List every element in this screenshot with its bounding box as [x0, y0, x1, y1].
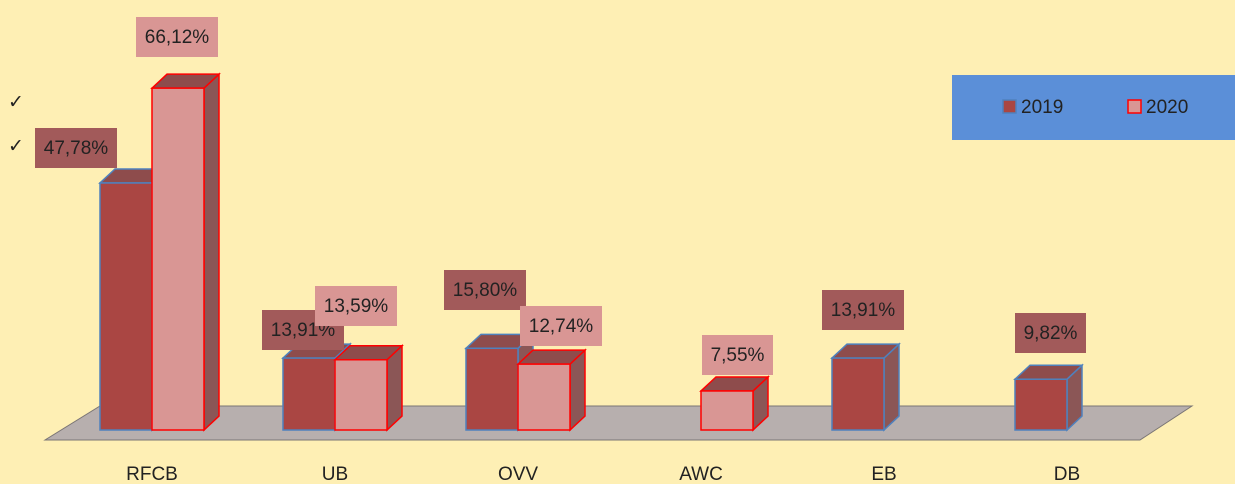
value-label: 7,55%: [711, 345, 765, 366]
bar: [516, 348, 587, 432]
bar: [699, 375, 770, 432]
check-mark: ✓: [8, 92, 24, 113]
bar-front: [517, 363, 571, 431]
bar-side: [203, 72, 220, 432]
bar-front: [831, 357, 885, 431]
bar-front: [700, 390, 754, 431]
legend-label: 2019: [1021, 97, 1063, 118]
value-label-box: [35, 128, 117, 168]
legend-label: 2020: [1146, 97, 1188, 118]
value-label-box: [520, 306, 602, 346]
value-label-box: [1015, 313, 1086, 353]
bar-front: [1014, 378, 1068, 431]
bar: [1013, 363, 1084, 432]
bar: [150, 72, 221, 432]
check-mark: ✓: [8, 136, 24, 157]
value-label-box: [702, 335, 773, 375]
x-tick-label: OVV: [498, 464, 538, 484]
value-label: 47,78%: [44, 138, 109, 159]
x-tick-label: EB: [871, 464, 896, 484]
value-label: 13,59%: [324, 296, 389, 317]
bar-front: [465, 347, 519, 431]
legend-swatch: [1002, 99, 1017, 114]
value-label: 15,80%: [453, 280, 518, 301]
bar-front: [334, 358, 388, 431]
x-tick-label: DB: [1054, 464, 1080, 484]
value-label-box: [822, 290, 904, 330]
bar-front: [99, 182, 153, 431]
x-tick-label: UB: [322, 464, 348, 484]
bar-front: [151, 87, 205, 431]
bar: [333, 344, 404, 432]
x-tick-label: AWC: [679, 464, 723, 484]
value-label: 12,74%: [529, 316, 594, 337]
x-tick-label: RFCB: [126, 464, 178, 484]
value-label: 66,12%: [145, 27, 210, 48]
legend: [952, 75, 1235, 140]
value-label: 13,91%: [831, 300, 896, 321]
value-label: 9,82%: [1024, 323, 1078, 344]
value-label-box: [315, 286, 397, 326]
bar-front: [282, 357, 336, 431]
value-label-box: [136, 17, 218, 57]
bar: [830, 342, 901, 432]
value-label-box: [444, 270, 526, 310]
legend-swatch: [1127, 99, 1142, 114]
